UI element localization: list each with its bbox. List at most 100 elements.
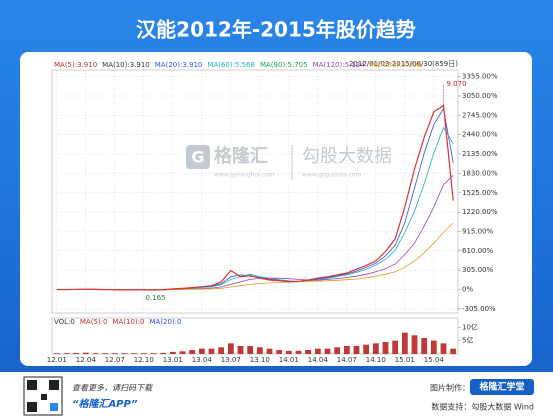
volume-bar	[266, 348, 273, 354]
volume-bar	[140, 353, 147, 354]
volume-bar	[392, 340, 399, 354]
legend-entry: MA(10):0	[112, 318, 144, 326]
y-tick-label: 915.00%	[462, 227, 493, 235]
watermark-logo-glyph: G	[191, 148, 204, 167]
volume-bar	[276, 350, 283, 354]
y-tick-label: 10亿	[462, 322, 478, 331]
y-tick-label: 1525.00%	[462, 189, 498, 197]
x-tick-label: 13.04	[192, 356, 213, 364]
x-tick-label: 14.07	[337, 356, 357, 364]
volume-bar	[421, 338, 428, 354]
x-tick-label: 14.10	[366, 356, 386, 364]
legend-entry: MA(10):3.910	[102, 61, 150, 69]
watermark-url: www.gelonghui.com	[214, 172, 275, 179]
volume-frame	[51, 317, 459, 355]
qr-block	[27, 402, 37, 412]
x-tick-label: 13.01	[163, 356, 183, 364]
volume-bar	[111, 353, 118, 354]
volume-bar	[382, 342, 389, 354]
y-tick-label: 3050.00%	[462, 92, 498, 100]
y-tick-label: 610.00%	[462, 247, 493, 255]
volume-bar	[73, 352, 80, 354]
y-tick-label: 5亿	[462, 336, 473, 345]
volume-bar	[440, 343, 447, 354]
x-tick-label: 14.01	[279, 356, 299, 364]
y-tick-label: 2745.00%	[462, 111, 498, 119]
volume-bar	[305, 350, 312, 354]
qr-block	[49, 380, 59, 390]
legend-entry: VOL:0	[54, 318, 75, 326]
date-range: 2012/01/03-2015/06/30(859日)	[349, 60, 458, 68]
legend-entry: MA(90):5.705	[260, 61, 308, 69]
volume-bar	[208, 348, 215, 354]
panel	[20, 52, 532, 366]
watermark-data-url: www.gogudata.com	[302, 172, 362, 179]
volume-bar	[237, 346, 244, 354]
y-tick-label: 1830.00%	[462, 169, 498, 177]
x-tick-label: 12.10	[134, 356, 154, 364]
legend-entry: MA(60):5.568	[207, 61, 255, 69]
footer-line2: “格隆汇APP”	[72, 398, 138, 410]
volume-bar	[334, 347, 341, 354]
watermark-data: 勾股大数据	[302, 146, 392, 167]
y-tick-label: 305.00%	[462, 266, 493, 274]
x-tick-label: 15.01	[395, 356, 415, 364]
volume-bar	[247, 346, 254, 354]
x-tick-label: 12.07	[105, 356, 125, 364]
price-line	[56, 104, 454, 291]
x-tick-label: 14.04	[308, 356, 329, 364]
volume-bar	[343, 346, 350, 354]
volume-bar	[131, 353, 138, 354]
volume-bar	[179, 351, 186, 354]
volume-bar	[363, 344, 370, 354]
volume-bar	[102, 353, 109, 354]
volume-bar	[285, 350, 292, 354]
x-tick-label: 12.01	[47, 356, 67, 364]
low-annotation: 0.165	[146, 294, 166, 302]
volume-bar	[169, 351, 176, 354]
volume-bar	[450, 348, 457, 354]
watermark: G 格隆汇 www.gelonghui.com 勾股大数据 www.goguda…	[186, 145, 392, 180]
plot-frame	[51, 69, 459, 314]
y-tick-label: 2440.00%	[462, 131, 498, 139]
volume-bar	[53, 353, 60, 354]
volume-bar	[372, 343, 379, 354]
made-by: 格隆汇学堂	[479, 381, 524, 393]
volume-bar	[121, 353, 128, 354]
y-tick-label: 2135.00%	[462, 150, 498, 158]
volume-bar	[218, 347, 225, 354]
volume-bar	[401, 332, 408, 354]
x-tick-label: 15.04	[424, 356, 445, 364]
y-tick-label: 0%	[462, 286, 473, 294]
volume-bar	[92, 353, 99, 354]
y-tick-label: 1220.00%	[462, 208, 498, 216]
volume-bar	[314, 348, 321, 354]
volume-bar	[256, 347, 263, 354]
volume-bar	[324, 348, 331, 354]
footer	[0, 372, 553, 419]
qr-code	[23, 376, 63, 416]
legend-entry: MA(5):0	[80, 318, 108, 326]
data-source: 数据支持：勾股大数据 Wind	[431, 402, 534, 412]
volume-bar	[411, 335, 418, 354]
high-annotation: 9.070	[447, 80, 467, 88]
legend-entry: MA(250):3.306	[370, 61, 423, 69]
qr-block	[41, 394, 47, 400]
volume-bar	[150, 353, 157, 354]
volume-bar	[82, 352, 89, 354]
volume-bar	[430, 340, 437, 354]
legend-entry: MA(20):3.910	[155, 61, 203, 69]
qr-block	[27, 380, 37, 390]
volume-bar	[295, 350, 302, 354]
chart-title: 汉能2012年-2015年股价趋势	[136, 18, 416, 42]
volume-bar	[160, 352, 167, 354]
volume-bar	[353, 346, 360, 354]
volume-bar	[189, 350, 196, 354]
legend-entry: MA(20):0	[149, 318, 181, 326]
watermark-logo	[186, 145, 210, 169]
footer-line1: 查看更多，请扫码下载	[72, 384, 153, 393]
watermark-brand: 格隆汇	[214, 145, 268, 167]
x-tick-label: 13.10	[250, 356, 270, 364]
y-tick-label: -305.00%	[462, 305, 496, 313]
